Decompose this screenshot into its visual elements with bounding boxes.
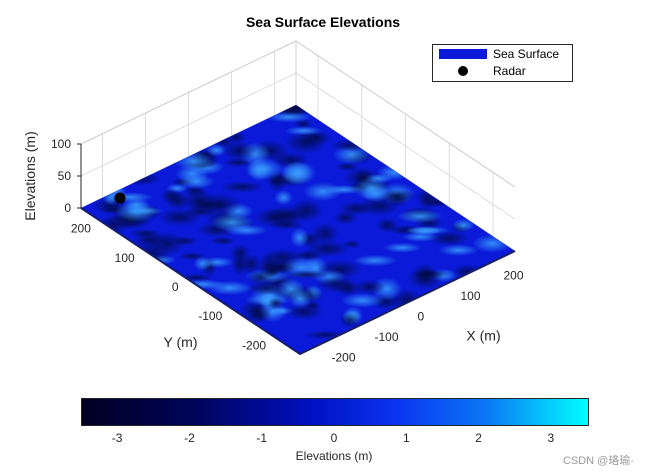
- colorbar-tick-label: 1: [402, 431, 410, 445]
- wave-trough: [285, 303, 324, 321]
- colorbar-tick-label: 3: [547, 431, 555, 445]
- wave-trough: [292, 250, 324, 261]
- y-tick-label: -100: [198, 309, 222, 323]
- colorbar-tick-label: -3: [111, 431, 123, 445]
- z-tick-label: 0: [64, 201, 71, 215]
- wave-trough: [338, 312, 361, 329]
- wave-trough: [451, 264, 483, 280]
- wave-trough: [260, 248, 304, 266]
- colorbar-tick-label: -1: [256, 431, 268, 445]
- wave-trough: [245, 281, 288, 296]
- wave-trough: [315, 275, 358, 293]
- axis-ticks: 0 50 100 -200 -100 0 100 200 -200 -100 0 100 200: [51, 137, 524, 365]
- chart-title: Sea Surface Elevations: [245, 14, 401, 30]
- radar-marks: [114, 192, 126, 204]
- wave-trough: [335, 162, 360, 172]
- box-edge: [80, 40, 297, 145]
- legend-swatch-radar: [458, 66, 468, 76]
- wave-crest: [383, 242, 422, 253]
- sea-surface: [80, 105, 516, 356]
- wave-crest: [201, 256, 234, 268]
- colorbar-label: Elevations (m): [295, 449, 373, 463]
- legend-label-sea-surface: Sea Surface: [493, 47, 560, 61]
- sea-surface-texture: [91, 105, 513, 340]
- wave-trough: [122, 172, 162, 186]
- wave-crest: [303, 181, 343, 202]
- wave-trough: [182, 189, 216, 212]
- axis-labels: Elevations (m) Y (m) X (m): [22, 131, 501, 350]
- legend-item-sea-surface: Sea Surface: [433, 46, 572, 62]
- wave-crest: [274, 190, 293, 206]
- colorbar-tick-label: 0: [330, 431, 338, 445]
- x-tick-label: 200: [504, 268, 524, 282]
- wave-trough: [128, 228, 162, 238]
- axis-line: [299, 250, 516, 355]
- wave-trough: [247, 306, 271, 324]
- z-tick-label: 50: [58, 169, 72, 183]
- x-tick-label: -100: [375, 330, 399, 344]
- wave-crest: [281, 161, 313, 186]
- wave-crest: [290, 227, 310, 248]
- radar-marker: [114, 192, 126, 204]
- wave-crest: [178, 174, 215, 190]
- wave-crest: [224, 224, 269, 236]
- wave-crest: [206, 280, 254, 296]
- axis-line: [80, 207, 301, 355]
- wave-crest: [276, 278, 306, 300]
- wave-crest: [174, 151, 214, 171]
- wave-trough: [263, 266, 281, 278]
- wave-trough: [157, 208, 203, 227]
- wave-crest: [352, 254, 398, 267]
- wave-crest: [451, 218, 476, 232]
- wave-trough: [310, 222, 340, 245]
- wave-crest: [438, 244, 479, 257]
- wave-trough: [428, 230, 470, 247]
- z-tick-label: 100: [51, 137, 71, 151]
- legend-label-radar: Radar: [493, 64, 526, 78]
- wave-trough: [165, 191, 191, 210]
- colorbar-tick-label: 2: [475, 431, 482, 445]
- wave-trough: [353, 279, 386, 295]
- y-tick-label: 100: [115, 251, 135, 265]
- wave-trough: [221, 140, 257, 162]
- wave-trough: [209, 236, 237, 246]
- x-axis-label: X (m): [466, 328, 500, 344]
- wave-crest: [340, 293, 385, 308]
- wave-trough: [267, 297, 284, 310]
- wave-trough: [252, 207, 299, 228]
- legend-item-radar: Radar: [433, 63, 572, 79]
- wave-crest: [125, 206, 164, 216]
- y-tick-label: 0: [172, 280, 179, 294]
- x-tick-label: 100: [461, 289, 481, 303]
- box-edge: [295, 40, 516, 188]
- wave-trough: [284, 270, 329, 280]
- y-tick-label: -200: [242, 338, 266, 352]
- wave-trough: [273, 105, 307, 116]
- wave-trough: [333, 210, 358, 225]
- wave-trough: [406, 268, 444, 290]
- x-tick-label: 0: [418, 310, 425, 324]
- wave-crest: [354, 177, 389, 201]
- legend: Sea Surface Radar: [432, 44, 573, 82]
- watermark: CSDN @珞瑜·: [562, 455, 634, 467]
- colorbar: [81, 398, 589, 426]
- x-tick-label: -200: [332, 351, 356, 365]
- colorbar-tick-label: -2: [184, 431, 195, 445]
- wave-crest: [247, 158, 271, 182]
- wave-trough: [230, 243, 251, 263]
- y-tick-label: 200: [71, 222, 91, 236]
- y-axis-label: Y (m): [164, 334, 198, 350]
- z-axis-label: Elevations (m): [22, 131, 38, 220]
- wave-crest: [397, 209, 443, 224]
- wave-crest: [206, 144, 227, 157]
- wave-trough: [220, 181, 265, 193]
- wave-trough: [171, 236, 198, 246]
- legend-swatch-sea-surface: [439, 49, 487, 59]
- wave-crest: [284, 126, 323, 136]
